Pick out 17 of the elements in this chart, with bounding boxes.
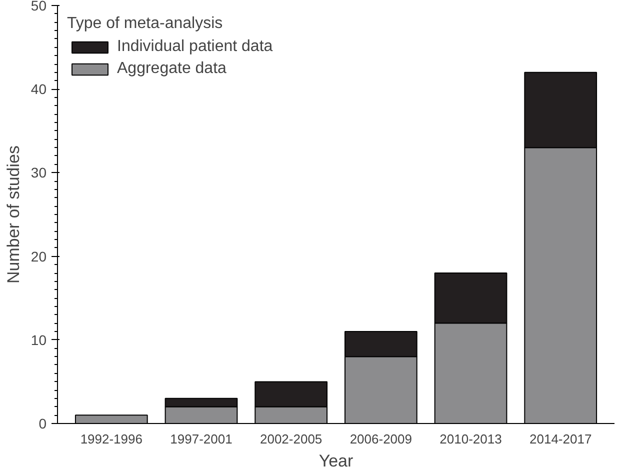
y-tick-label: 40 bbox=[30, 81, 47, 98]
x-tick-label: 2014-2017 bbox=[530, 432, 592, 446]
legend-label: Aggregate data bbox=[117, 60, 226, 78]
y-tick-label: 20 bbox=[30, 248, 47, 264]
y-tick-label: 30 bbox=[30, 164, 47, 181]
x-tick-label: 1997-2001 bbox=[170, 432, 232, 446]
legend-label: Individual patient data bbox=[117, 38, 273, 56]
x-tick-label: 2010-2013 bbox=[440, 432, 502, 446]
x-tick-label: 1992-1996 bbox=[80, 432, 142, 446]
y-tick-label: 0 bbox=[38, 416, 47, 432]
x-axis-title: Year bbox=[318, 452, 354, 470]
x-tick-label: 2006-2009 bbox=[350, 432, 412, 446]
y-axis-title: Number of studies bbox=[4, 146, 23, 284]
y-tick-label: 50 bbox=[30, 0, 47, 14]
x-tick-label: 2002-2005 bbox=[260, 432, 322, 446]
y-tick-label: 10 bbox=[30, 332, 47, 348]
legend-title: Type of meta-analysis bbox=[67, 15, 224, 33]
